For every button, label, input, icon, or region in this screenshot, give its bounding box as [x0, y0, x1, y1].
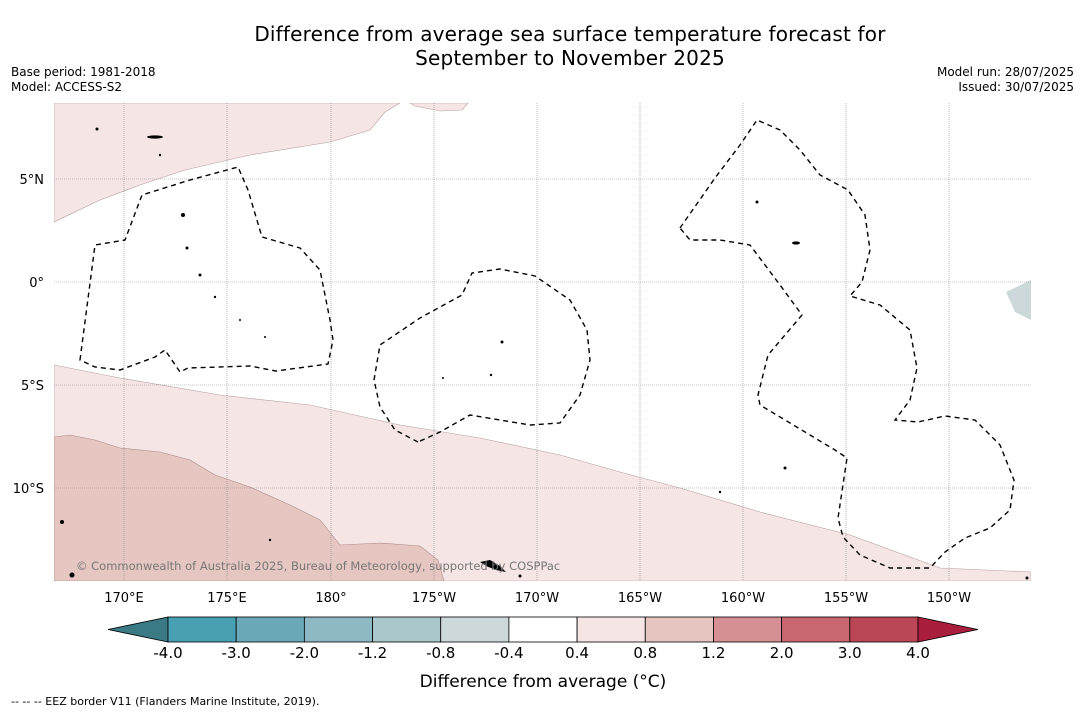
colorbar-extend-high — [917, 616, 979, 643]
eez-borders — [79, 119, 1015, 569]
colorbar-tick-label: -1.2 — [358, 644, 387, 662]
colorbar-tick-label: -0.8 — [426, 644, 455, 662]
issued-label: Issued: 30/07/2025 — [958, 80, 1074, 94]
colorbar: -4.0 -3.0 -2.0 -1.2 -0.8 -0.4 0.4 0.8 1.2 2.0 3.0 4… — [107, 616, 979, 662]
colorbar-tick-label: 3.0 — [838, 644, 862, 662]
lon-label-1: 175°E — [207, 591, 247, 606]
lon-label-2: 180° — [315, 591, 346, 606]
colorbar-extend-low — [107, 616, 169, 643]
colorbar-segment — [644, 616, 714, 643]
anomaly-region-east-cool — [1006, 280, 1031, 320]
base-period-label: Base period: 1981-2018 — [11, 65, 156, 79]
lon-label-7: 155°W — [824, 591, 868, 606]
eez-border-west — [79, 166, 334, 373]
lon-label-8: 150°W — [927, 591, 971, 606]
colorbar-segment — [303, 616, 373, 643]
eez-footnote: -- -- -- EEZ border V11 (Flanders Marine… — [11, 695, 320, 708]
lon-label-0: 170°E — [104, 591, 144, 606]
colorbar-tick-label: -2.0 — [290, 644, 319, 662]
colorbar-segment — [849, 616, 919, 643]
axis-labels: 170°E 175°E 180° 175°W 170°W 165°W 160°W… — [13, 173, 972, 606]
lon-label-4: 170°W — [515, 591, 559, 606]
anomaly-region-south-medium — [54, 434, 445, 581]
colorbar-tick-label: 2.0 — [770, 644, 794, 662]
model-run-label: Model run: 28/07/2025 — [936, 65, 1074, 79]
colorbar-tick-label: 0.4 — [565, 644, 589, 662]
copyright-text: © Commonwealth of Australia 2025, Bureau… — [76, 559, 560, 573]
lon-label-5: 165°W — [618, 591, 662, 606]
colorbar-segment — [781, 616, 851, 643]
colorbar-segment — [440, 616, 510, 643]
title-line-1: Difference from average sea surface temp… — [254, 22, 886, 46]
islands — [60, 127, 1029, 580]
anomaly-region-north-light — [54, 103, 401, 223]
lat-label-1: 0° — [29, 276, 44, 291]
colorbar-title: Difference from average (°C) — [420, 672, 667, 692]
colorbar-segment — [235, 616, 305, 643]
colorbar-tick-label: -4.0 — [153, 644, 182, 662]
model-label: Model: ACCESS-S2 — [11, 80, 123, 94]
colorbar-tick-label: -3.0 — [222, 644, 251, 662]
title-line-2: September to November 2025 — [415, 46, 725, 70]
lon-label-3: 175°W — [412, 591, 456, 606]
meta-right: Model run: 28/07/2025 Issued: 30/07/2025 — [937, 65, 1074, 95]
colorbar-segment — [508, 616, 578, 643]
map-plot-area: © Commonwealth of Australia 2025, Bureau… — [54, 103, 1031, 581]
eez-border-central — [373, 268, 591, 443]
colorbar-tick-label: 4.0 — [906, 644, 930, 662]
gridlines — [54, 103, 1031, 581]
colorbar-segment — [167, 616, 237, 643]
chart-title: Difference from average sea surface temp… — [0, 22, 1085, 70]
colorbar-tick-label: 1.2 — [702, 644, 726, 662]
colorbar-segment — [372, 616, 442, 643]
colorbar-segment — [713, 616, 783, 643]
meta-left: Base period: 1981-2018 Model: ACCESS-S2 — [11, 65, 156, 95]
lat-label-3: 10°S — [13, 482, 44, 497]
anomaly-region-north-patch — [409, 103, 469, 112]
eez-border-east — [679, 119, 1015, 569]
lat-label-0: 5°N — [20, 173, 45, 188]
colorbar-segment — [576, 616, 646, 643]
lat-label-2: 5°S — [21, 379, 44, 394]
lon-label-6: 160°W — [721, 591, 765, 606]
colorbar-tick-label: -0.4 — [494, 644, 523, 662]
colorbar-tick-label: 0.8 — [633, 644, 657, 662]
